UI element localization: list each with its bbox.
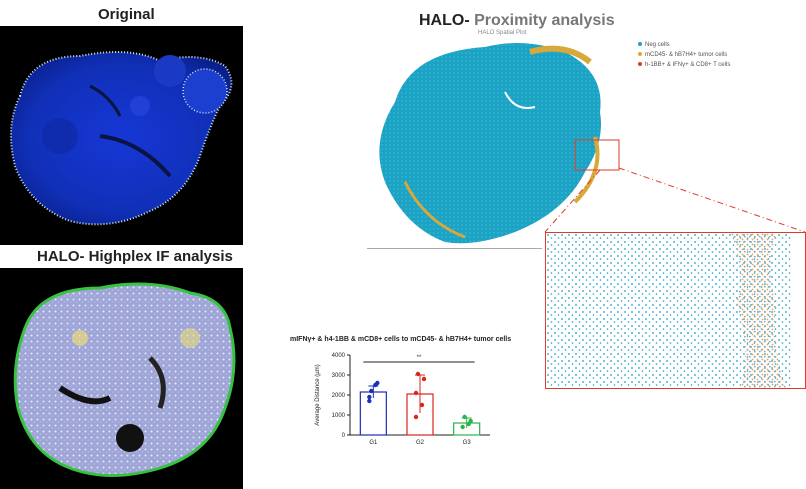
proximity-title-prefix: HALO-: [419, 12, 470, 29]
legend-dot-icon: [638, 42, 642, 47]
zoom-connector-lines: [544, 167, 806, 233]
distance-bar-chart: 0 1000 2000 3000 4000 Average Distance (µm) G1…: [315, 353, 490, 446]
data-point: [421, 376, 427, 382]
data-point: [466, 421, 471, 427]
y-tick-label: 2000: [332, 393, 346, 399]
proximity-title-rest: Proximity analysis: [469, 12, 615, 29]
original-fluorescence-image: [0, 26, 243, 245]
map-baseline: [367, 248, 542, 249]
x-tick-label: G1: [369, 440, 378, 446]
legend-dot-icon: [638, 52, 642, 57]
data-point: [460, 424, 465, 430]
data-point: [373, 382, 378, 388]
y-tick-label: 4000: [332, 353, 346, 359]
data-point: [367, 398, 372, 404]
y-axis-label: Average Distance (µm): [315, 364, 321, 425]
proximity-plot-header: HALO Spatial Plot: [478, 30, 527, 36]
x-tick-label: G3: [463, 440, 472, 446]
legend-dot-icon: [638, 62, 642, 67]
data-point: [415, 371, 421, 377]
data-point: [413, 390, 419, 396]
data-point: [419, 402, 425, 408]
legend-item-t-cells: h-1BB+ & IFNγ+ & CD8+ T cells: [638, 62, 730, 68]
data-point: [367, 394, 372, 400]
x-tick-label: G2: [416, 440, 425, 446]
original-title: Original: [98, 6, 155, 23]
bar-g1: [359, 391, 387, 436]
data-point: [462, 414, 467, 420]
y-tick-label: 0: [342, 433, 346, 439]
legend-item-tumor-cells: mCD45- & hB7H4+ tumor cells: [638, 52, 727, 58]
y-tick-label: 1000: [332, 413, 346, 419]
zoomed-region: [545, 232, 806, 389]
highplex-title: HALO- Highplex IF analysis: [37, 248, 233, 265]
data-point: [369, 388, 374, 394]
highplex-analysis-image: [0, 268, 243, 489]
proximity-title: HALO- Proximity analysis: [419, 12, 615, 30]
y-tick-label: 3000: [332, 373, 346, 379]
proximity-map: [365, 32, 630, 252]
data-point: [413, 414, 419, 420]
significance-label: **: [417, 355, 422, 361]
chart-title: mIFNγ+ & h4-1BB & mCD8+ cells to mCD45- …: [290, 336, 512, 343]
legend-item-neg-cells: Neg cells: [638, 42, 670, 48]
